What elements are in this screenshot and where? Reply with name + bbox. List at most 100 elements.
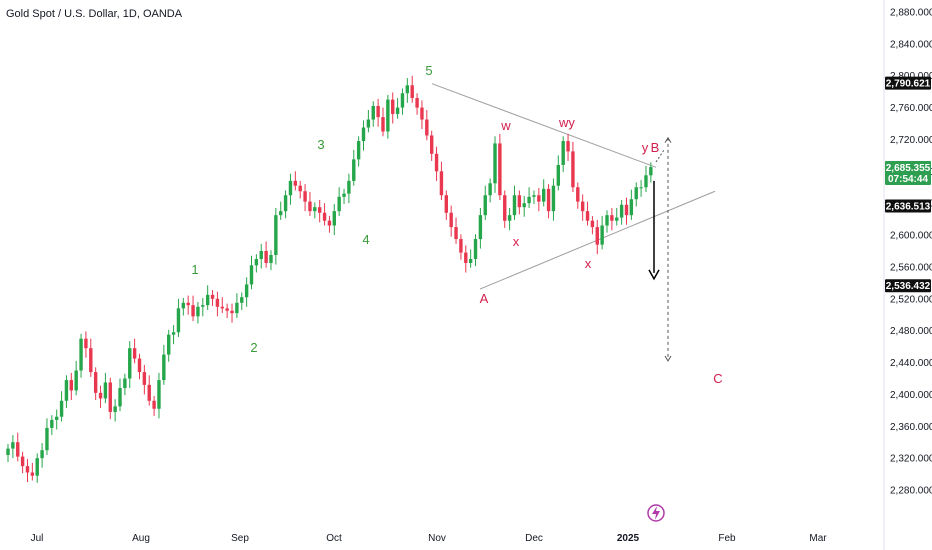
y-tick-label: 2,440.000 (890, 358, 932, 369)
candle-body (89, 348, 93, 373)
candle-body (556, 164, 561, 186)
candle-body (615, 217, 619, 221)
candle-body (181, 302, 186, 309)
countdown-text: 07:54:44 (888, 174, 928, 185)
candle-body (210, 294, 215, 299)
candle-body (503, 195, 507, 221)
candle-body (317, 207, 322, 213)
candle-body (332, 211, 336, 226)
candle-body (517, 195, 522, 208)
y-tick-label: 2,760.000 (890, 103, 932, 114)
candle-body (507, 215, 512, 221)
candle-body (45, 427, 49, 451)
candle-body (230, 310, 234, 314)
candle-body (40, 450, 44, 459)
candle-body (449, 212, 453, 228)
candle-body (293, 180, 298, 186)
x-tick-label: Feb (718, 533, 736, 544)
candle-body (327, 220, 332, 226)
candle-body (400, 93, 405, 108)
candle-body (371, 105, 375, 120)
candle-body (308, 201, 312, 212)
candle-body (128, 348, 132, 379)
event-icon[interactable] (647, 504, 665, 522)
candle-body (410, 85, 414, 99)
candle-body (25, 466, 30, 473)
candle-body (50, 419, 54, 428)
candle-body (152, 400, 156, 409)
candle-body (386, 99, 390, 132)
y-tick-label: 2,720.000 (890, 135, 932, 146)
candle-body (279, 211, 283, 216)
candle-body (434, 153, 439, 172)
price-tag-bg (885, 161, 931, 186)
candle-body (356, 141, 361, 160)
candle-body (20, 456, 25, 467)
y-tick-label: 2,840.000 (890, 39, 932, 50)
wave-label: 1 (191, 262, 198, 277)
candle-body (254, 258, 259, 266)
projection-arrows (648, 136, 672, 362)
candle-body (215, 298, 220, 307)
candle-body (157, 380, 161, 409)
candle-body (420, 107, 424, 120)
candle-body (605, 215, 609, 226)
candle-body (527, 196, 531, 204)
candle-body (576, 187, 580, 202)
candle-body (137, 358, 142, 373)
x-tick-label: Nov (428, 533, 446, 544)
candle-body (405, 85, 410, 94)
wave-label: 3 (317, 137, 324, 152)
candle-body (225, 308, 229, 311)
chart-title: Gold Spot / U.S. Dollar, 1D, OANDA (6, 8, 183, 20)
candle-body (30, 472, 35, 476)
candle-body (468, 258, 473, 263)
candle-body (459, 239, 463, 253)
dashed-arrow-down (664, 355, 672, 362)
candle-body (600, 225, 604, 245)
upper-trendline (431, 83, 657, 168)
wave-label: y (642, 140, 649, 155)
y-tick-label: 2,560.000 (890, 262, 932, 273)
wave-label: wy (558, 115, 575, 130)
wave-label: 5 (425, 63, 432, 78)
candle-body (580, 201, 585, 212)
dashed-link (655, 149, 665, 163)
candle-body (186, 302, 190, 306)
price-tag-text: 2,790.621 (886, 79, 931, 90)
candle-body (269, 254, 273, 263)
candle-body (415, 98, 419, 108)
candle-body (123, 378, 127, 389)
candle-body (11, 442, 15, 449)
candle-body (561, 141, 565, 165)
x-tick-label: Mar (809, 533, 827, 544)
candle-body (113, 406, 117, 412)
x-tick-label: Sep (231, 533, 249, 544)
price-tag-text: 2,636.513 (886, 201, 931, 212)
candle-body (274, 215, 278, 255)
candle-body (55, 416, 59, 420)
candle-body (6, 448, 10, 455)
candle-body (649, 167, 653, 176)
candle-body (566, 141, 570, 152)
wave-label: A (480, 291, 489, 306)
y-tick-label: 2,880.000 (890, 7, 932, 18)
candle-body (118, 388, 122, 407)
wave-label: B (651, 140, 660, 155)
candle-body (546, 188, 551, 212)
candle-body (498, 143, 502, 196)
wave-label: 4 (362, 232, 369, 247)
wave-label: x (585, 256, 592, 271)
candle-body (191, 305, 195, 317)
candle-body (542, 188, 546, 202)
candle-body (595, 227, 599, 245)
candle-body (551, 185, 556, 212)
candle-body (288, 180, 293, 196)
candle-body (259, 251, 263, 259)
candle-body (196, 306, 200, 317)
y-tick-label: 2,280.000 (890, 486, 932, 497)
candle-body (84, 338, 88, 349)
candle-body (93, 372, 98, 393)
